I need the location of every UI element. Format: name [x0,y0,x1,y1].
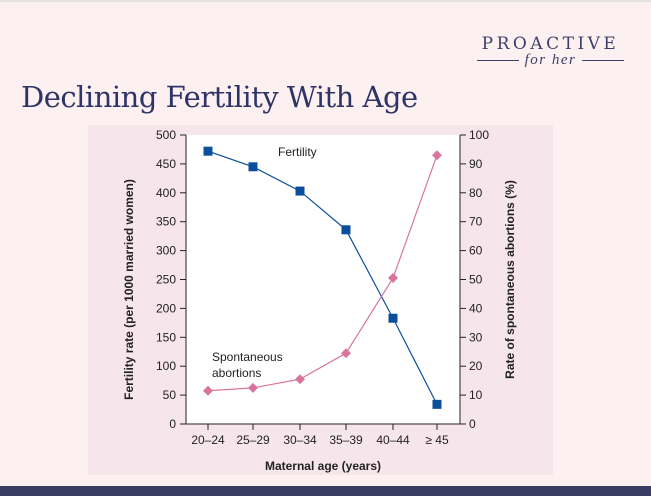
y2-tick-label: 10 [469,388,483,402]
logo-rule [582,60,625,61]
bottom-bar [0,486,651,496]
y-tick-label: 200 [156,301,176,315]
y2-tick-label: 30 [469,330,483,344]
logo: PROACTIVE for her [468,34,633,69]
y-tick-label: 300 [156,244,176,258]
y-axis-label: Fertility rate (per 1000 married women) [122,179,136,400]
fertility-point [388,313,398,323]
y-tick-label: 150 [156,330,176,344]
x-tick-label: 25–29 [236,433,270,447]
fertility-point [432,399,442,409]
x-tick-label: ≥ 45 [425,433,449,447]
y-tick-label: 400 [156,186,176,200]
top-border [0,0,651,2]
y2-tick-label: 20 [469,359,483,373]
abortion-point [248,382,258,393]
y2-tick-label: 40 [469,301,483,315]
y2-axis-label: Rate of spontaneous abortions (%) [503,180,517,379]
y2-tick-label: 50 [469,273,483,287]
abortions-label: Spontaneous [212,350,283,364]
fertility-point [203,146,213,156]
slide-title: Declining Fertility With Age [21,80,418,114]
x-tick-label: 40–44 [376,433,410,447]
fertility-point [341,225,351,235]
x-tick-label: 35–39 [329,433,363,447]
y-tick-label: 350 [156,215,176,229]
fertility-point [248,162,258,172]
y-tick-label: 250 [156,273,176,287]
y-tick-label: 500 [156,128,176,142]
abortion-point [388,273,398,284]
y2-tick-label: 80 [469,186,483,200]
series-line-square [207,150,438,405]
x-tick-label: 30–34 [283,433,317,447]
y-tick-label: 50 [163,388,177,402]
y2-tick-label: 60 [469,244,483,258]
y2-tick-label: 90 [469,157,483,171]
x-tick-label: 20–24 [191,433,225,447]
y2-tick-label: 70 [469,215,483,229]
y2-tick-label: 100 [469,128,489,142]
y-tick-label: 0 [169,417,176,431]
y-tick-label: 100 [156,359,176,373]
logo-sub: for her [524,52,577,68]
x-axis-label: Maternal age (years) [265,459,381,473]
abortion-point [341,348,351,359]
series-line-diamond [207,155,438,392]
y2-tick-label: 0 [469,417,476,431]
fertility-label: Fertility [278,145,317,159]
logo-rule [476,60,519,61]
logo-brand: PROACTIVE [481,34,620,54]
y-tick-label: 450 [156,157,176,171]
abortion-point [203,385,213,396]
plot-area [186,135,460,424]
abortions-label: abortions [212,366,261,380]
fertility-point [295,186,305,196]
abortion-point [295,374,305,385]
abortion-point [432,150,442,161]
